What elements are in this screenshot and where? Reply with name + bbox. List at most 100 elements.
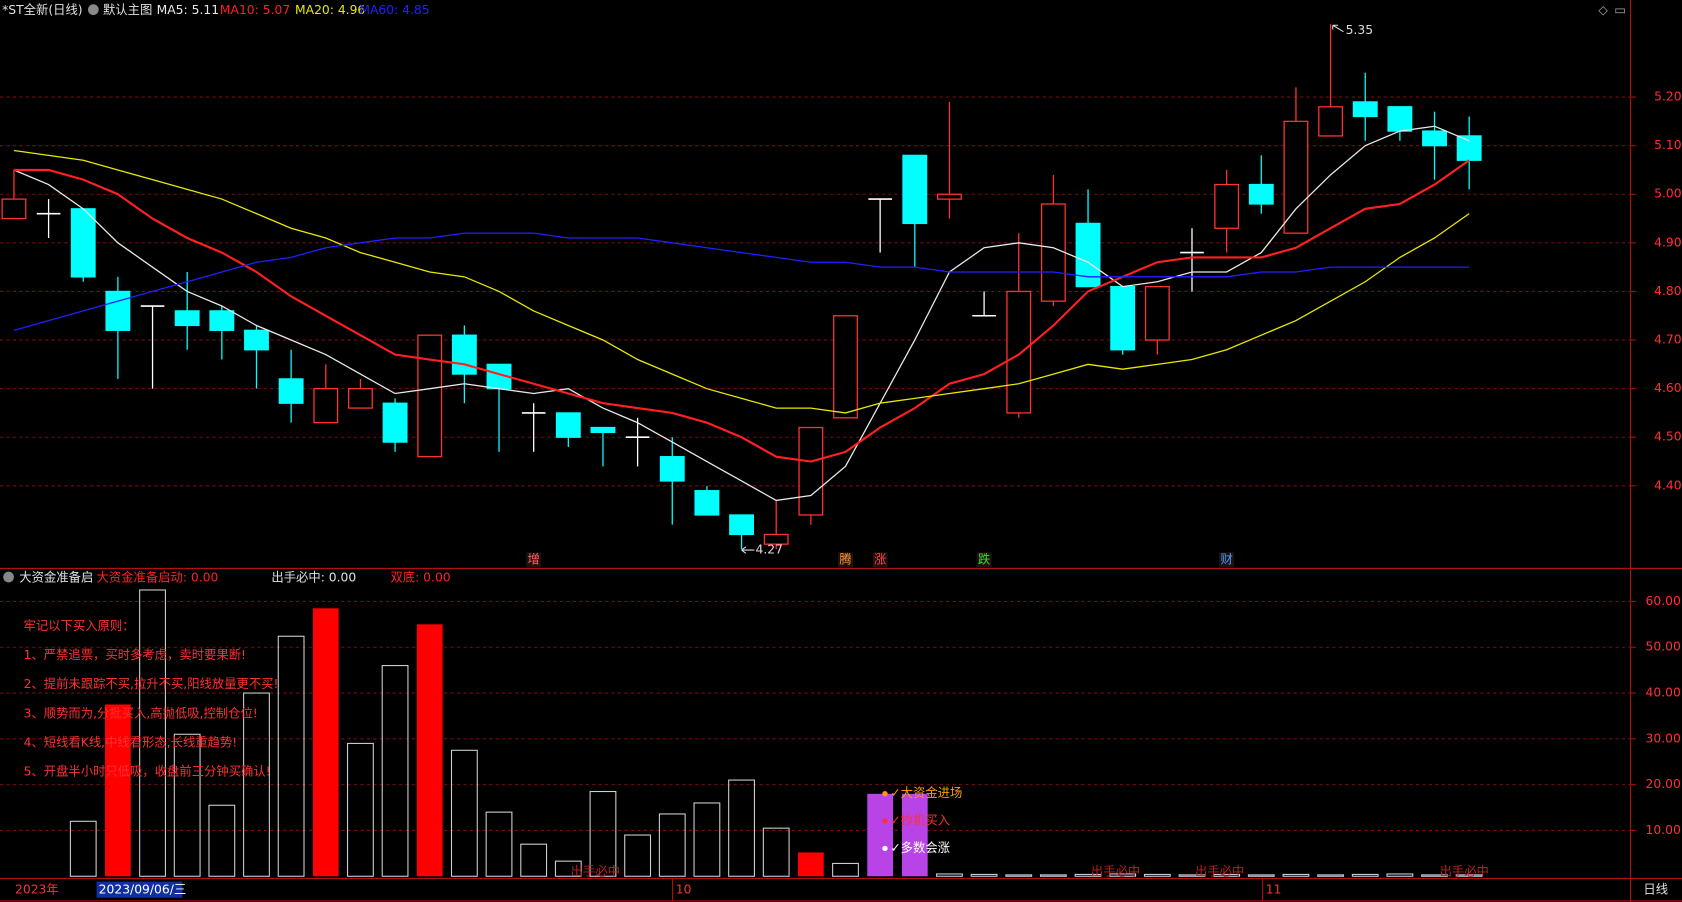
signal-box [976,552,992,568]
indicator-bar [1247,874,1275,877]
indicator-bar [901,793,928,877]
candle-body [1283,120,1309,234]
y-tick-label: 5.10 [1654,138,1682,152]
time-label: 2023/09/06/三 [99,883,187,897]
rule-note: 2、提前未跟踪不买,拉升不买,阳线放量更不买! [24,676,279,691]
indicator-bar [936,873,963,877]
candle-body [729,514,755,536]
indicator-bar [381,665,409,877]
indicator-bar [1039,874,1067,877]
y-tick-label: 5.00 [1654,187,1682,201]
indicator-bar [173,733,201,877]
ma-line [13,149,1470,414]
candle-body [937,193,962,200]
dropdown-icon[interactable] [3,571,14,583]
indicator-bar [69,820,97,877]
signal: 增 [527,551,539,566]
y-tick-label: 4.40 [1654,478,1682,492]
y-tick-label: 30.00 [1646,731,1681,745]
signal-box [872,552,888,568]
candle-body [1,198,27,220]
y-tick-label: 4.90 [1654,235,1682,249]
y-tick-label: 4.80 [1654,284,1682,298]
y-tick-label: 4.70 [1654,333,1682,347]
candle-body [174,310,200,327]
period-label[interactable]: 日线 [1643,883,1668,897]
time-label: 2023年 [15,883,59,897]
indicator-bar [208,804,236,877]
indicator-bar [554,860,582,877]
candle-body [278,378,304,404]
indicator-bar [312,608,339,877]
time-cursor [96,881,183,898]
rule-note: 5、开盘半小时只低吸，收盘前三分钟买确认! [24,764,271,779]
indicator-bar [1143,873,1171,877]
y-tick-label: 5.20 [1654,90,1682,104]
time-label: 10 [676,883,692,897]
candle-body [659,456,685,482]
y-tick-label: 4.60 [1654,381,1682,395]
candle-body [417,334,443,458]
candle-body [555,412,581,438]
panel-value: 双底: 0.00 [390,570,450,585]
candle-body [1214,183,1240,229]
signal: 跌 [978,551,990,566]
indicator-bar [416,624,443,877]
candle-body [209,310,235,331]
candle-body [590,426,616,434]
indicator-bar [485,811,513,877]
candle-body [1075,222,1101,288]
signal-box [1219,552,1235,568]
candle-body [1387,106,1413,132]
indicator-bar [658,813,686,877]
candle-body [1352,101,1378,118]
indicator-bar [867,793,894,877]
indicator-bar [624,834,652,877]
y-tick-label: 40.00 [1646,686,1681,700]
signal: 腾 [839,551,851,566]
indicator-bar [1455,874,1483,877]
indicator-bar [1282,873,1310,877]
candle-body [1422,130,1447,147]
signal-dot [882,790,888,797]
legend-entry: MA20: 4.96 [295,3,365,17]
dropdown-icon[interactable] [87,4,99,16]
rule-note: 牢记以下买入原则： [24,618,135,633]
panel-value: 大资金准备启动: 0.00 [97,570,219,585]
annotation-arrow [1332,24,1344,33]
indicator-bar [347,742,374,877]
candle-body [694,490,720,516]
candle-body [1318,106,1344,137]
bottom-label: 出手必中 [571,863,620,878]
indicator-bar [1421,874,1448,877]
bottom-label: 出手必中 [1195,863,1244,878]
window-icon[interactable]: ◇ [1598,3,1608,17]
candle-body [763,533,789,545]
candle-body [1040,203,1066,302]
rule-note: 4、短线看K线,中线看形态,长线重趋势! [24,735,238,750]
annotation: 5.35 [1346,23,1373,37]
candle-body [902,154,928,225]
indicator-bar [1178,874,1206,877]
ma-line [13,159,1470,463]
indicator-bar [243,692,270,877]
candle-body [1456,135,1482,161]
signal-dot [882,845,888,852]
candle-body [244,329,269,351]
y-tick-label: 20.00 [1646,777,1681,791]
indicator-bar [1351,873,1379,877]
signal-label: ✓多数会涨 [890,840,950,855]
indicator-bar [1005,874,1033,877]
template-name[interactable]: 默认主图 [103,2,152,17]
window-icon[interactable]: ▭ [1614,3,1626,17]
candle-body [105,290,131,331]
indicator-bar [450,749,478,877]
signal: 涨 [874,551,886,566]
stock-title: *ST全新(日线) [2,2,82,17]
indicator-bar [832,862,859,877]
indicator-bar [139,589,166,877]
y-tick-label: 50.00 [1646,640,1681,654]
indicator-bar [728,779,755,877]
time-label: 11 [1266,883,1282,897]
indicator-bar [1386,873,1414,877]
